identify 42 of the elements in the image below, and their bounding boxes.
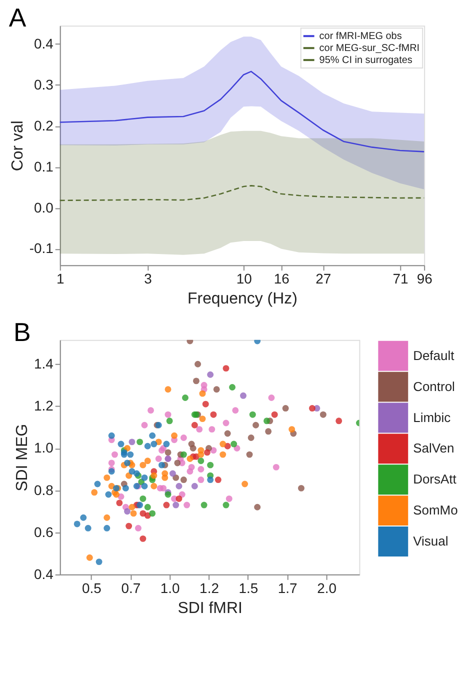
x-tick-label: 16 bbox=[274, 270, 290, 287]
x-tick-label: 1.0 bbox=[160, 580, 180, 596]
legend-label: SomMo bbox=[413, 502, 458, 518]
x-tick-label: 71 bbox=[392, 270, 409, 287]
x-axis-title: SDI fMRI bbox=[178, 600, 242, 617]
y-tick-label: 0.1 bbox=[34, 158, 54, 174]
y-tick-label: 0.2 bbox=[34, 117, 54, 134]
x-axis-title: Frequency (Hz) bbox=[188, 290, 298, 308]
legend-label: Default bbox=[413, 348, 455, 363]
x-tick-label: 1.5 bbox=[238, 580, 258, 596]
legend-label: Limbic bbox=[413, 410, 452, 425]
x-tick-label: 1.2 bbox=[200, 580, 220, 596]
x-tick-label: 1 bbox=[56, 270, 64, 287]
x-tick-label: 27 bbox=[316, 270, 332, 287]
y-tick-label: 0.0 bbox=[34, 199, 54, 216]
x-tick-label: 0.5 bbox=[82, 580, 102, 596]
y-tick-label: 0.8 bbox=[34, 482, 54, 498]
y-tick-label: 0.6 bbox=[34, 524, 54, 540]
y-tick-label: 1.4 bbox=[34, 356, 54, 372]
x-tick-label: 2.0 bbox=[317, 580, 337, 596]
y-tick-label: -0.1 bbox=[29, 240, 54, 256]
legend-label: cor MEG-sur_SC-fMRI bbox=[319, 43, 420, 54]
x-tick-label: 0.7 bbox=[121, 580, 141, 596]
chart-title: B bbox=[14, 318, 31, 347]
legend-label: SalVen bbox=[413, 440, 454, 456]
legend-label: Control bbox=[413, 378, 456, 394]
chart-title: A bbox=[8, 4, 27, 33]
y-axis-title: SDI MEG bbox=[14, 424, 31, 492]
x-tick-label: 3 bbox=[144, 270, 152, 287]
legend-label: DorsAtt bbox=[413, 472, 457, 487]
x-tick-label: 1.7 bbox=[278, 580, 298, 596]
y-tick-label: 0.4 bbox=[34, 566, 54, 582]
y-tick-label: 0.4 bbox=[34, 36, 54, 52]
y-axis-title: Cor val bbox=[9, 120, 26, 172]
x-tick-label: 96 bbox=[416, 270, 433, 287]
legend-label: Visual bbox=[413, 533, 448, 548]
annotation: 95% CI in surrogates bbox=[319, 55, 412, 66]
y-tick-label: 1.0 bbox=[34, 440, 54, 456]
y-tick-label: 1.2 bbox=[34, 398, 54, 414]
legend-label: cor fMRI-MEG obs bbox=[319, 31, 402, 42]
y-tick-label: 0.3 bbox=[34, 76, 54, 92]
x-tick-label: 10 bbox=[236, 270, 252, 287]
